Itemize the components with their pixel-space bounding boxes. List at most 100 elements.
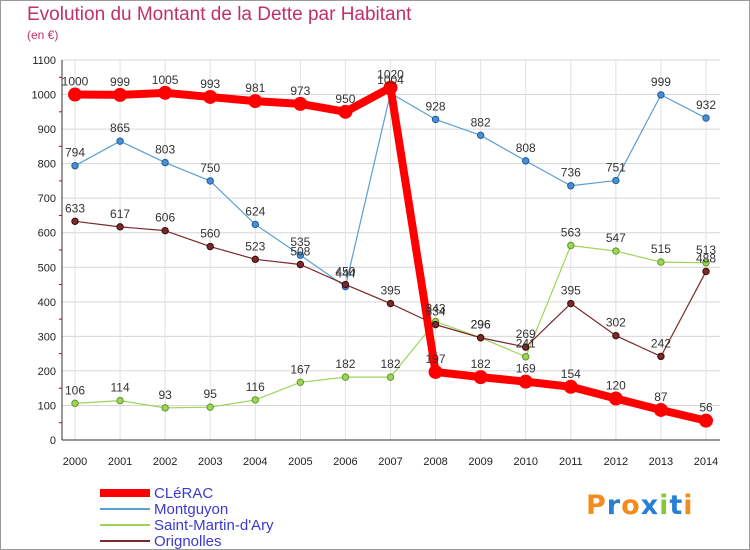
data-point [567, 241, 575, 250]
chart-subtitle: (en €) [27, 28, 59, 42]
x-tick-label: 2006 [333, 456, 357, 468]
data-label: 120 [606, 379, 626, 393]
data-point [293, 96, 308, 111]
data-label: 547 [606, 231, 626, 245]
y-tick-label: 100 [38, 400, 56, 412]
data-label: 450 [335, 265, 355, 279]
data-point [161, 404, 169, 412]
data-label: 535 [290, 235, 310, 249]
data-point [251, 255, 259, 264]
data-point [206, 177, 214, 185]
x-tick-label: 2010 [513, 456, 537, 468]
y-tick-label: 0 [50, 435, 56, 447]
data-label: 269 [516, 327, 536, 341]
data-point [431, 115, 440, 124]
data-label: 950 [335, 92, 355, 106]
y-tick-label: 600 [38, 228, 56, 240]
legend-item: CLéRAC [100, 485, 360, 502]
data-label: 803 [155, 143, 175, 157]
data-point [657, 258, 665, 266]
x-tick-label: 2008 [423, 456, 447, 468]
data-point [657, 352, 665, 361]
y-tick-label: 500 [38, 262, 56, 274]
logo-letter: x [640, 490, 660, 521]
data-label: 334 [426, 305, 446, 319]
data-point [161, 158, 169, 167]
data-label: 444 [335, 267, 355, 281]
data-point [71, 162, 79, 170]
data-point [473, 370, 488, 385]
legend-item: Montguyon [100, 501, 360, 518]
data-point [203, 89, 218, 104]
data-point [653, 402, 668, 417]
x-tick-label: 2003 [198, 456, 222, 468]
data-label: 56 [699, 401, 713, 415]
data-label: 606 [155, 211, 175, 225]
y-tick-label: 1100 [32, 55, 56, 67]
y-tick-label: 1000 [32, 90, 56, 102]
data-label: 1004 [377, 73, 404, 87]
data-point [612, 331, 620, 340]
data-point [116, 223, 124, 231]
logo-letter: i [683, 490, 694, 521]
data-label: 617 [110, 207, 130, 221]
data-point [567, 299, 575, 308]
proxiti-logo: Proxiti [586, 490, 694, 521]
data-label: 116 [246, 380, 265, 394]
data-label: 981 [245, 81, 265, 95]
data-point [476, 334, 485, 342]
x-tick-label: 2004 [243, 456, 267, 468]
data-point [702, 259, 710, 267]
y-tick-label: 900 [38, 124, 56, 136]
data-point [522, 343, 530, 351]
legend-item: Saint-Martin-d'Ary [100, 517, 360, 534]
data-label: 973 [290, 84, 310, 98]
data-label: 395 [561, 284, 581, 298]
data-point [71, 399, 79, 408]
logo-letter: o [621, 490, 641, 521]
logo-letter: i [659, 490, 670, 521]
y-tick-label: 800 [38, 159, 56, 171]
data-label: 296 [471, 318, 491, 332]
data-point [338, 104, 353, 119]
data-label: 182 [471, 357, 491, 371]
data-point [657, 91, 665, 99]
data-label: 296 [471, 318, 491, 332]
x-tick-label: 2012 [604, 456, 628, 468]
logo-letter: t [669, 490, 684, 521]
data-label: 182 [380, 357, 400, 371]
legend: CLéRAC Montguyon Saint-Martin-d'Ary Orignol… [100, 485, 360, 550]
data-point [608, 391, 623, 406]
data-label: 865 [110, 121, 130, 135]
data-point [476, 131, 485, 140]
data-label: 93 [158, 388, 172, 402]
data-label: 241 [516, 337, 536, 351]
data-point [296, 378, 305, 387]
logo-letter: r [606, 490, 622, 521]
data-label: 882 [471, 115, 491, 129]
data-label: 154 [561, 367, 581, 381]
data-point [116, 137, 124, 145]
data-label: 1005 [152, 73, 179, 87]
x-tick-label: 2002 [153, 456, 177, 468]
y-tick-label: 400 [38, 297, 56, 309]
data-point [248, 94, 263, 109]
data-label: 395 [380, 284, 400, 298]
data-label: 515 [651, 242, 671, 256]
data-point [386, 299, 395, 308]
legend-swatch [100, 508, 150, 510]
data-point [518, 374, 533, 389]
data-label: 513 [696, 243, 716, 257]
data-point [116, 396, 124, 405]
data-label: 95 [204, 387, 218, 401]
data-point [431, 320, 440, 329]
data-label: 999 [651, 75, 671, 89]
data-point [206, 403, 214, 411]
data-point [251, 220, 259, 229]
data-label: 106 [65, 383, 85, 397]
y-tick-label: 300 [38, 331, 56, 343]
data-point [699, 413, 713, 428]
data-label: 928 [426, 99, 446, 113]
data-point [563, 379, 578, 394]
